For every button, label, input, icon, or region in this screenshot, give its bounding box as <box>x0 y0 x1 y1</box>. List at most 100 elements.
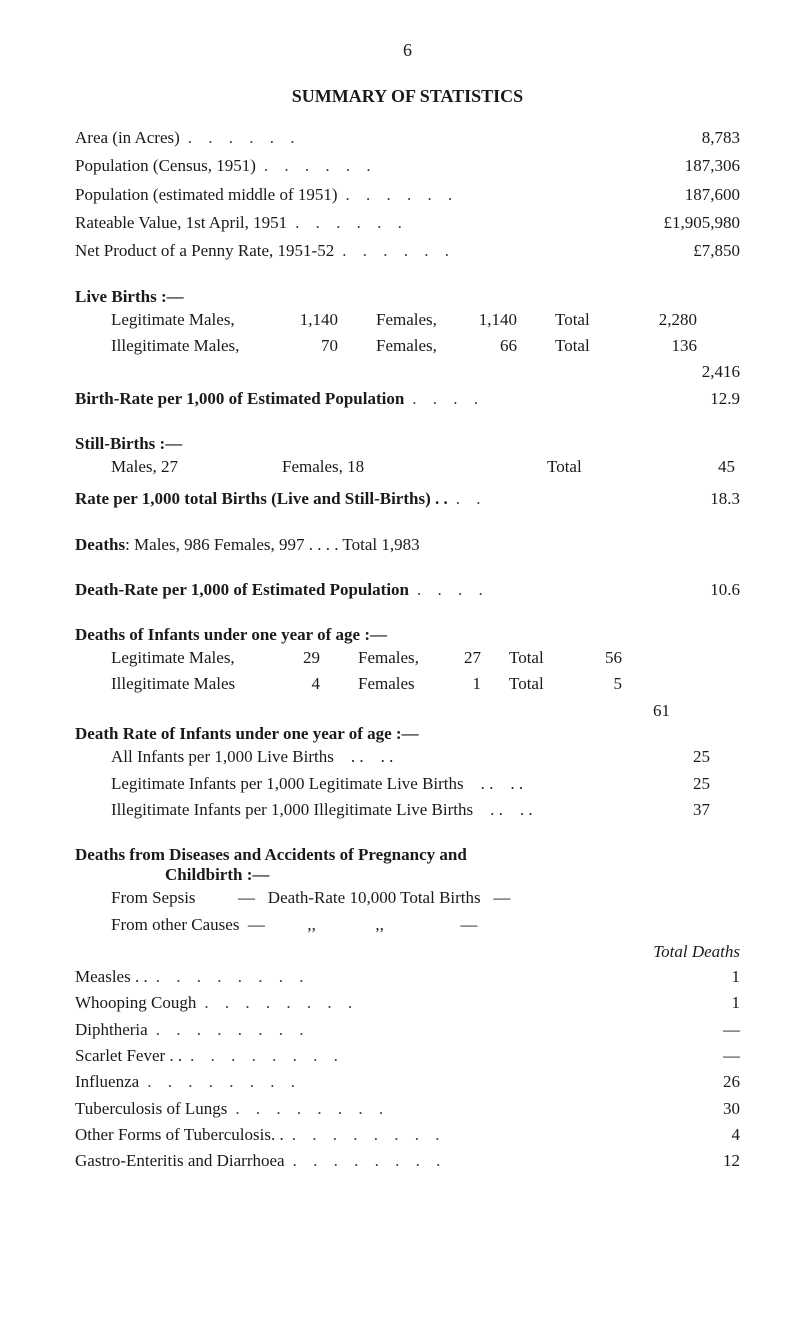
disease-value: 12 <box>700 1148 740 1174</box>
death-rate-row: Death-Rate per 1,000 of Estimated Popula… <box>75 577 740 603</box>
sb-total: 45 <box>679 454 735 480</box>
stat-value: 8,783 <box>640 125 740 151</box>
infant-death-rate-row: All Infants per 1,000 Live Births . . . … <box>75 744 740 770</box>
live-births-total: 2,416 <box>75 359 740 385</box>
disease-label: Tuberculosis of Lungs <box>75 1096 227 1122</box>
dots: . . . . . . . . <box>139 1069 700 1095</box>
dots: . . . . . . <box>287 210 640 236</box>
page-number: 6 <box>75 40 740 61</box>
dots: . . . . <box>404 386 640 412</box>
still-birth-rate-row: Rate per 1,000 total Births (Live and St… <box>75 486 740 512</box>
dots: . . . . . . <box>256 153 640 179</box>
infant-death-rate-row: Legitimate Infants per 1,000 Legitimate … <box>75 771 740 797</box>
stat-value: £1,905,980 <box>640 210 740 236</box>
disease-row: Measles . .. . . . . . . .1 <box>75 964 740 990</box>
sb-total-label: Total <box>547 454 679 480</box>
still-births-section: Still-Births :— Males, 27 Females, 18 To… <box>75 434 740 480</box>
disease-value: 26 <box>700 1069 740 1095</box>
live-birth-row: Illegitimate Males,70Females,66Total136 <box>75 333 740 359</box>
top-stats: Area (in Acres). . . . . .8,783Populatio… <box>75 125 740 265</box>
disease-label: Whooping Cough <box>75 990 196 1016</box>
infant-deaths-total: 61 <box>75 698 740 724</box>
infant-deaths-section: Deaths of Infants under one year of age … <box>75 625 740 724</box>
stat-row: Area (in Acres). . . . . .8,783 <box>75 125 740 151</box>
disease-value: 30 <box>700 1096 740 1122</box>
still-births-row: Males, 27 Females, 18 Total 45 <box>75 454 740 480</box>
infant-death-row: Legitimate Males,29Females,27Total56 <box>75 645 740 671</box>
disease-value: 4 <box>700 1122 740 1148</box>
infant-death-rate-rows: All Infants per 1,000 Live Births . . . … <box>75 744 740 823</box>
death-rate-value: 10.6 <box>640 577 740 603</box>
dots: . . . . . . <box>338 182 640 208</box>
still-birth-rate-label: Rate per 1,000 total Births (Live and St… <box>75 486 448 512</box>
disease-row: Influenza. . . . . . . .26 <box>75 1069 740 1095</box>
disease-label: Diphtheria <box>75 1017 148 1043</box>
stat-row: Population (estimated middle of 1951). .… <box>75 182 740 208</box>
stat-label: Area (in Acres) <box>75 125 180 151</box>
stat-value: £7,850 <box>640 238 740 264</box>
dots: . . . . . . . . <box>182 1043 700 1069</box>
birth-rate-value: 12.9 <box>640 386 740 412</box>
deaths-row: Deaths: Males, 986 Females, 997 . . . . … <box>75 535 740 555</box>
deaths-section: Deaths: Males, 986 Females, 997 . . . . … <box>75 535 740 555</box>
pregnancy-section: Deaths from Diseases and Accidents of Pr… <box>75 845 740 938</box>
dots: . . . . . . . . <box>148 964 700 990</box>
disease-value: 1 <box>700 964 740 990</box>
stat-value: 187,600 <box>640 182 740 208</box>
dots: . . <box>448 486 640 512</box>
dots: . . . . . . . . <box>196 990 700 1016</box>
disease-rows: Measles . .. . . . . . . .1Whooping Coug… <box>75 964 740 1175</box>
pregnancy-row-1: From other Causes — ,, ,, — <box>75 912 740 938</box>
page-title: SUMMARY OF STATISTICS <box>75 86 740 107</box>
birth-rate-label: Birth-Rate per 1,000 of Estimated Popula… <box>75 386 404 412</box>
dots: . . . . . . . . <box>285 1148 700 1174</box>
live-births-heading: Live Births :— <box>75 287 740 307</box>
disease-value: — <box>700 1017 740 1043</box>
stat-value: 187,306 <box>640 153 740 179</box>
infant-deaths-heading: Deaths of Infants under one year of age … <box>75 625 740 645</box>
dots: . . . . . . . . <box>284 1122 700 1148</box>
dots: . . . . . . . . <box>148 1017 700 1043</box>
stat-label: Population (Census, 1951) <box>75 153 256 179</box>
birth-rate-row: Birth-Rate per 1,000 of Estimated Popula… <box>75 386 740 412</box>
infant-death-rate-section: Death Rate of Infants under one year of … <box>75 724 740 823</box>
disease-value: 1 <box>700 990 740 1016</box>
disease-row: Other Forms of Tuberculosis. .. . . . . … <box>75 1122 740 1148</box>
pregnancy-heading-1: Deaths from Diseases and Accidents of Pr… <box>75 845 740 865</box>
disease-label: Measles . . <box>75 964 148 990</box>
live-birth-row: Legitimate Males,1,140Females,1,140Total… <box>75 307 740 333</box>
disease-label: Gastro-Enteritis and Diarrhoea <box>75 1148 285 1174</box>
live-births-rows: Legitimate Males,1,140Females,1,140Total… <box>75 307 740 360</box>
total-deaths-label: Total Deaths <box>75 942 740 962</box>
disease-row: Gastro-Enteritis and Diarrhoea. . . . . … <box>75 1148 740 1174</box>
deaths-detail: : Males, 986 Females, 997 . . . . Total … <box>125 535 420 554</box>
infant-death-rate-heading: Death Rate of Infants under one year of … <box>75 724 740 744</box>
still-birth-rate-value: 18.3 <box>640 486 740 512</box>
stat-row: Population (Census, 1951). . . . . .187,… <box>75 153 740 179</box>
stat-label: Rateable Value, 1st April, 1951 <box>75 210 287 236</box>
disease-row: Whooping Cough. . . . . . . .1 <box>75 990 740 1016</box>
live-births-section: Live Births :— Legitimate Males,1,140Fem… <box>75 287 740 386</box>
pregnancy-row-0: From Sepsis — Death-Rate 10,000 Total Bi… <box>75 885 740 911</box>
stat-label: Net Product of a Penny Rate, 1951-52 <box>75 238 334 264</box>
disease-label: Other Forms of Tuberculosis. . <box>75 1122 284 1148</box>
disease-label: Scarlet Fever . . <box>75 1043 182 1069</box>
still-births-heading: Still-Births :— <box>75 434 740 454</box>
disease-row: Diphtheria. . . . . . . .— <box>75 1017 740 1043</box>
disease-label: Influenza <box>75 1069 139 1095</box>
disease-row: Scarlet Fever . .. . . . . . . .— <box>75 1043 740 1069</box>
infant-death-row: Illegitimate Males4Females1Total5 <box>75 671 740 697</box>
death-rate-label: Death-Rate per 1,000 of Estimated Popula… <box>75 577 409 603</box>
pregnancy-heading-2: Childbirth :— <box>75 865 740 885</box>
sb-females: Females, 18 <box>282 454 547 480</box>
infant-death-rate-row: Illegitimate Infants per 1,000 Illegitim… <box>75 797 740 823</box>
dots: . . . . . . <box>334 238 640 264</box>
stat-row: Rateable Value, 1st April, 1951. . . . .… <box>75 210 740 236</box>
dots: . . . . <box>409 577 640 603</box>
sb-males: Males, 27 <box>111 454 282 480</box>
deaths-label: Deaths <box>75 535 125 554</box>
stat-row: Net Product of a Penny Rate, 1951-52. . … <box>75 238 740 264</box>
disease-row: Tuberculosis of Lungs. . . . . . . .30 <box>75 1096 740 1122</box>
disease-value: — <box>700 1043 740 1069</box>
dots: . . . . . . . . <box>227 1096 700 1122</box>
